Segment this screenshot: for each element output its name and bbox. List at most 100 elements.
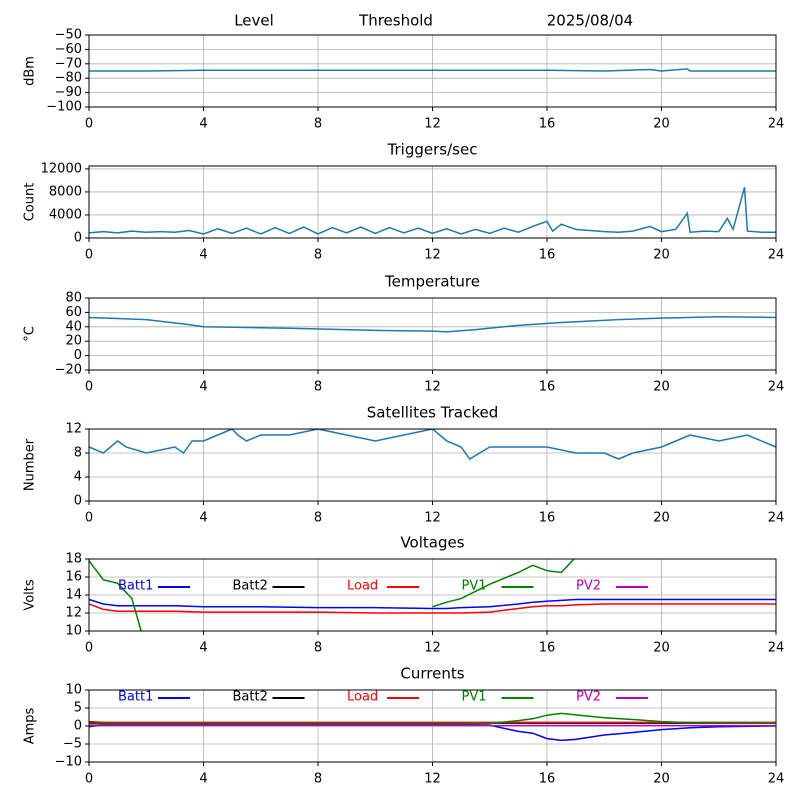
plot-frame — [88, 558, 777, 632]
legend-label: PV2 — [576, 579, 601, 594]
x-tick-label: 12 — [424, 641, 441, 656]
y-tick-label: 0 — [74, 494, 82, 509]
panel-title: Triggers/sec — [387, 141, 478, 159]
x-tick-label: 16 — [539, 248, 556, 263]
panel-title: Currents — [400, 665, 464, 683]
x-tick-label: 16 — [539, 117, 556, 132]
y-tick-label: −5 — [63, 737, 82, 752]
legend-label: Load — [347, 690, 378, 705]
header-level: Level — [234, 12, 274, 30]
legend-label: PV1 — [462, 690, 487, 705]
x-tick-label: 8 — [314, 511, 322, 526]
x-tick-label: 24 — [768, 117, 785, 132]
y-axis-label: Count — [23, 183, 38, 222]
y-tick-label: −60 — [55, 42, 82, 57]
panel: Satellites Tracked Number 0 4 8 12 0 4 8 12 16 20 24 — [23, 404, 785, 526]
x-tick-label: 4 — [199, 641, 207, 656]
legend-label: Batt1 — [118, 690, 153, 705]
x-tick-label: 16 — [539, 641, 556, 656]
legend-label: Batt2 — [233, 579, 268, 594]
header-threshold: Threshold — [358, 12, 433, 30]
y-tick-label: 12 — [65, 422, 82, 437]
legend-label: PV2 — [576, 690, 601, 705]
data-line — [89, 720, 776, 724]
x-tick-label: 24 — [768, 248, 785, 263]
x-tick-label: 20 — [653, 641, 670, 656]
data-line — [89, 68, 776, 72]
header-date: 2025/08/04 — [547, 12, 633, 30]
data-line — [89, 187, 776, 235]
x-tick-label: 0 — [85, 641, 93, 656]
panel-title: Voltages — [400, 534, 464, 552]
x-tick-label: 0 — [85, 772, 93, 787]
y-tick-label: 4000 — [49, 207, 82, 222]
y-tick-label: 8 — [74, 446, 82, 461]
x-tick-label: 4 — [199, 380, 207, 395]
panel: Voltages Volts 10 12 14 16 18 0 4 8 12 16 20 24 Batt1 B… — [23, 534, 785, 656]
y-axis-label: Amps — [23, 707, 38, 744]
x-tick-label: 12 — [424, 380, 441, 395]
x-tick-label: 12 — [424, 117, 441, 132]
x-tick-label: 16 — [539, 772, 556, 787]
x-tick-label: 16 — [539, 380, 556, 395]
panel-title: Temperature — [384, 273, 480, 291]
legend-label: PV1 — [462, 579, 487, 594]
y-tick-label: 12000 — [41, 161, 82, 176]
plot-frame — [88, 165, 777, 239]
y-tick-label: 40 — [65, 319, 82, 334]
data-line — [89, 429, 776, 460]
panel-title: Satellites Tracked — [367, 404, 498, 422]
y-tick-label: 12 — [65, 606, 82, 621]
x-tick-label: 16 — [539, 511, 556, 526]
plot-frame — [88, 689, 777, 763]
y-tick-label: 0 — [74, 348, 82, 363]
panel: Currents Amps −10 −5 0 5 10 0 4 8 12 16 20 24 Batt1 Bat… — [23, 665, 785, 787]
data-line — [89, 559, 575, 631]
y-tick-label: 16 — [65, 570, 82, 585]
panel: dBm −100−90−80−70−60−50 0 4 8 12 16 20 24 — [23, 28, 785, 132]
y-tick-label: −80 — [55, 71, 82, 86]
data-line — [89, 712, 776, 725]
x-tick-label: 4 — [199, 511, 207, 526]
y-tick-label: −10 — [55, 755, 82, 770]
y-tick-label: 8000 — [49, 184, 82, 199]
y-tick-label: −100 — [46, 100, 82, 115]
y-tick-label: −90 — [55, 85, 82, 100]
x-tick-label: 20 — [653, 772, 670, 787]
x-tick-label: 20 — [653, 380, 670, 395]
x-tick-label: 24 — [768, 380, 785, 395]
y-tick-label: 5 — [74, 701, 82, 716]
y-axis-label: Number — [23, 438, 38, 491]
y-tick-label: 0 — [74, 231, 82, 246]
y-tick-label: 18 — [65, 552, 82, 567]
plot-frame — [88, 297, 777, 371]
x-tick-label: 24 — [768, 772, 785, 787]
y-tick-label: 80 — [65, 291, 82, 306]
y-tick-label: −50 — [55, 28, 82, 43]
x-tick-label: 8 — [314, 380, 322, 395]
x-tick-label: 0 — [85, 380, 93, 395]
y-tick-label: 10 — [65, 683, 82, 698]
x-tick-label: 4 — [199, 117, 207, 132]
y-tick-label: 14 — [65, 588, 82, 603]
x-tick-label: 8 — [314, 641, 322, 656]
panel: Triggers/sec Count 0 4000 8000 12000 0 4 8 12 16 20… — [23, 141, 785, 263]
data-line — [89, 603, 776, 614]
y-axis-label: dBm — [23, 56, 38, 86]
x-tick-label: 20 — [653, 248, 670, 263]
x-tick-label: 8 — [314, 248, 322, 263]
y-tick-label: 60 — [65, 305, 82, 320]
y-tick-label: 20 — [65, 334, 82, 349]
x-tick-label: 20 — [653, 117, 670, 132]
y-tick-label: 0 — [74, 719, 82, 734]
legend-label: Batt2 — [233, 690, 268, 705]
y-tick-label: −20 — [55, 363, 82, 378]
y-tick-label: 4 — [74, 470, 82, 485]
x-tick-label: 0 — [85, 248, 93, 263]
x-tick-label: 12 — [424, 772, 441, 787]
x-tick-label: 0 — [85, 117, 93, 132]
legend-label: Load — [347, 579, 378, 594]
x-tick-label: 8 — [314, 772, 322, 787]
